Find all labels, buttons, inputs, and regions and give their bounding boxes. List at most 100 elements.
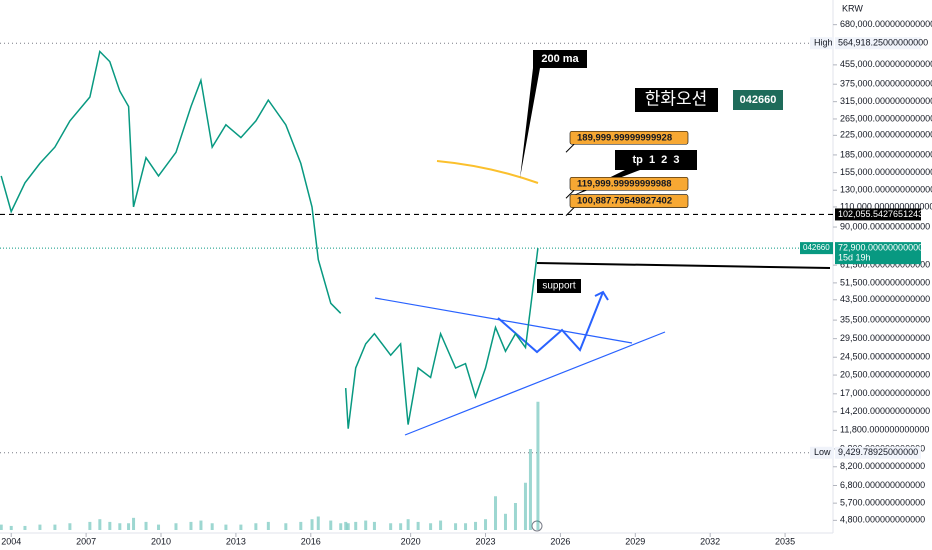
- volume-bar: [474, 521, 478, 530]
- y-tick-label: 6,800.000000000000: [840, 480, 925, 490]
- last-price-tag: [835, 242, 921, 265]
- volume-bar: [494, 496, 498, 530]
- level-label: 119,999.99999999988: [577, 178, 672, 189]
- volume-bar: [536, 401, 540, 530]
- level-label: 100,887.79549827402: [577, 196, 672, 207]
- callout-box: [570, 150, 697, 197]
- volume-bar: [132, 517, 136, 530]
- volume-bar: [528, 449, 532, 530]
- volume-bar: [53, 524, 57, 530]
- volume-bar: [199, 520, 203, 530]
- ma-label: 200 ma: [541, 53, 579, 65]
- y-tick-label: 90,000.000000000000: [840, 221, 930, 231]
- y-tick-label: 11,800.000000000000: [840, 425, 929, 435]
- volume-bar: [38, 524, 42, 530]
- x-tick-label: 2016: [301, 536, 321, 546]
- trend-line: [374, 297, 633, 344]
- x-tick-label: 2010: [151, 536, 171, 546]
- tp-label: tp 1 2 3: [632, 154, 679, 166]
- y-tick-label: 455,000.000000000000: [840, 59, 932, 69]
- volume-bar: [118, 523, 122, 530]
- low-tag: [810, 446, 834, 459]
- y-tick-label: 680,000.000000000000: [840, 19, 932, 29]
- volume-bar: [254, 523, 258, 530]
- trend-line: [404, 331, 666, 436]
- y-tick-label: 29,500.000000000000: [840, 333, 930, 343]
- volume-bar: [329, 520, 333, 530]
- level-pointer: [565, 188, 576, 199]
- x-tick-label: 2020: [401, 536, 421, 546]
- volume-bar: [354, 521, 358, 530]
- currency-label: KRW: [842, 3, 863, 13]
- countdown: 15d 19h: [838, 252, 871, 262]
- volume-bar: [339, 523, 343, 530]
- symbol-title: 한화오션: [645, 89, 708, 108]
- volume-bar: [503, 513, 507, 530]
- volume-bar: [98, 519, 102, 530]
- y-tick-label: 51,500.000000000000: [840, 277, 930, 287]
- volume-bar: [310, 519, 314, 530]
- volume-bar: [68, 523, 72, 530]
- y-tick-label: 61,500.000000000000: [840, 260, 930, 270]
- y-tick-label: 130,000.000000000000: [840, 185, 932, 195]
- y-tick-label: 35,500.000000000000: [840, 314, 930, 324]
- y-tick-label: 265,000.000000000000: [840, 113, 932, 123]
- symbol-code: 042660: [740, 94, 777, 106]
- x-tick-label: 2004: [1, 536, 21, 546]
- volume-bar: [9, 525, 13, 530]
- y-tick-label: 155,000.000000000000: [840, 167, 932, 177]
- volume-bar: [224, 524, 228, 530]
- x-tick-label: 2026: [550, 536, 570, 546]
- y-tick-label: 43,500.000000000000: [840, 294, 930, 304]
- volume-bar: [454, 523, 458, 530]
- volume-bar: [464, 523, 468, 530]
- volume-bar: [127, 523, 131, 530]
- level-box: [569, 176, 689, 191]
- volume-bar: [189, 521, 193, 530]
- code-box: [733, 90, 783, 110]
- y-tick-label: 4,800.000000000000: [840, 515, 925, 525]
- volume-bar: [23, 525, 27, 530]
- x-tick-label: 2013: [226, 536, 246, 546]
- volume-bar: [429, 523, 433, 530]
- event-icon: [531, 520, 543, 532]
- volume-bar: [108, 521, 112, 530]
- x-tick-label: 2029: [625, 536, 645, 546]
- projection-path: [497, 291, 604, 354]
- y-tick-label: 24,500.000000000000: [840, 352, 930, 362]
- dashed-level-tag: [835, 208, 921, 221]
- high-tag: [810, 37, 834, 50]
- volume-bar: [0, 524, 3, 530]
- level-pointer: [565, 206, 576, 216]
- volume-bar: [88, 521, 92, 530]
- volume-bar: [157, 524, 161, 530]
- ma-curve: [436, 160, 539, 184]
- volume-bar: [399, 523, 403, 530]
- volume-bar: [144, 521, 148, 530]
- low-name: Low: [814, 447, 831, 457]
- level-box: [569, 194, 689, 208]
- volume-bar: [344, 521, 348, 530]
- high-value-tag: [835, 37, 921, 50]
- volume-bar: [239, 524, 243, 530]
- x-tick-label: 2023: [476, 536, 496, 546]
- level-label: 189,999.99999999928: [577, 132, 672, 143]
- series-tag: [800, 242, 833, 255]
- volume-bar: [389, 523, 393, 530]
- last-price-label: 72,900.000000000000: [838, 242, 928, 252]
- dashed-level-label: 102,055.54276512430: [838, 209, 928, 219]
- x-tick-label: 2007: [76, 536, 96, 546]
- drawn-line: [536, 262, 831, 269]
- x-tick-label: 2035: [775, 536, 795, 546]
- high-name: High: [814, 38, 833, 48]
- volume-bar: [174, 523, 178, 530]
- volume-bar: [346, 523, 350, 530]
- low-value-tag: [835, 446, 921, 459]
- y-tick-label: 14,200.000000000000: [840, 406, 930, 416]
- title-box: [635, 88, 718, 112]
- volume-bar: [513, 503, 517, 530]
- callout-box: [520, 50, 587, 178]
- y-tick-label: 20,500.000000000000: [840, 369, 930, 379]
